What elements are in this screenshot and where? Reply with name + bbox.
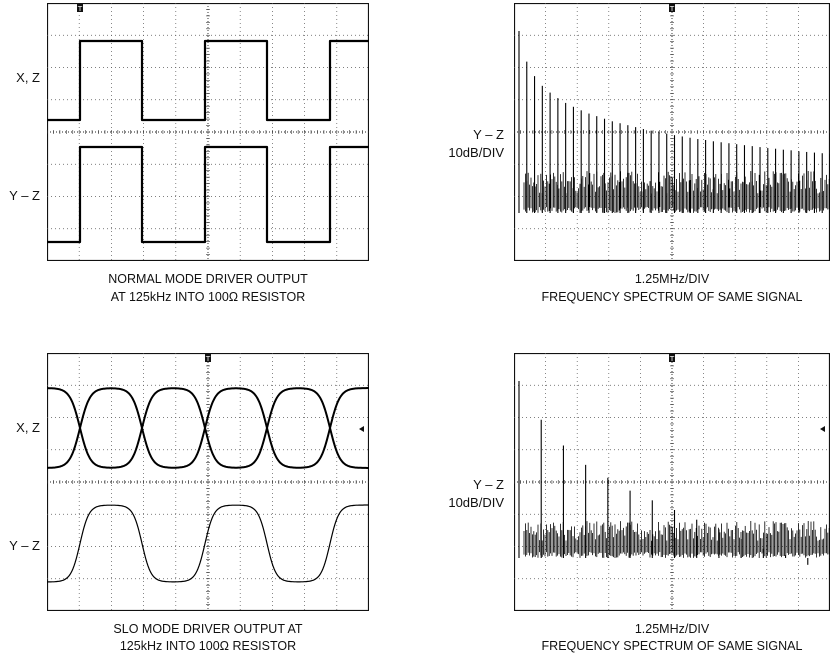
spectrum-ylabel-name: Y – Z <box>473 127 504 142</box>
trigger-marker-glyph: T <box>205 355 211 363</box>
spectrum-ylabel-scale: 10dB/DIV <box>448 495 504 510</box>
slo-spectrum-scope: T <box>514 353 830 611</box>
trigger-marker <box>205 353 211 362</box>
normal-spectrum-scope: T <box>514 3 830 261</box>
trace-yz <box>47 145 369 244</box>
slo-time-scope: T <box>47 353 369 611</box>
trace-yz <box>47 504 369 583</box>
trace-x <box>47 387 369 469</box>
slo-time-caption-line1: SLO MODE DRIVER OUTPUT AT <box>113 622 303 636</box>
channel-label-xz: X, Z <box>16 420 40 435</box>
channel-label-yz: Y – Z <box>9 538 40 553</box>
channel-label-yz: Y – Z <box>9 188 40 203</box>
normal-spectrum-caption-line1: 1.25MHz/DIV <box>634 272 710 286</box>
trace-z <box>47 387 369 469</box>
channel-label-xz: X, Z <box>16 70 40 85</box>
trigger-marker <box>669 3 675 12</box>
normal-time-caption-line2: AT 125kHz INTO 100Ω RESISTOR <box>110 290 306 304</box>
slo-spectrum-caption-line1: 1.25MHz/DIV <box>634 622 710 636</box>
spectrum-ylabel-scale: 10dB/DIV <box>448 145 504 160</box>
spectrum-ylabel-name: Y – Z <box>473 477 504 492</box>
normal-time-caption-line1: NORMAL MODE DRIVER OUTPUT <box>108 272 308 286</box>
slo-spectrum-caption-line2: FREQUENCY SPECTRUM OF SAME SIGNAL <box>541 639 803 653</box>
slo-time-caption-line2: 125kHz INTO 100Ω RESISTOR <box>119 639 297 653</box>
trace-xz <box>47 39 369 122</box>
trigger-marker-glyph: T <box>669 5 675 13</box>
normal-time-scope: T <box>47 3 369 261</box>
trigger-marker <box>77 3 83 12</box>
trigger-marker <box>669 353 675 362</box>
trigger-level-arrow <box>820 426 825 432</box>
trigger-marker-glyph: T <box>669 355 675 363</box>
trigger-level-arrow <box>359 426 364 432</box>
trigger-marker-glyph: T <box>77 5 83 13</box>
normal-spectrum-caption-line2: FREQUENCY SPECTRUM OF SAME SIGNAL <box>541 290 803 304</box>
